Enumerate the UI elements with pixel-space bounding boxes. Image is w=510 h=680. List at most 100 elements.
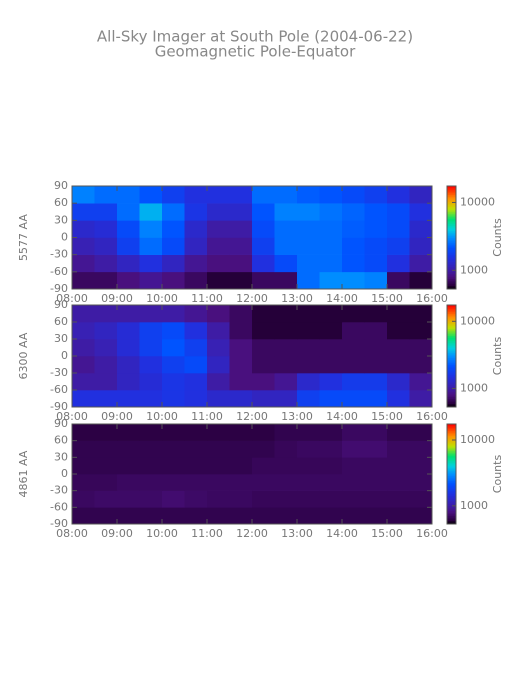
colorbar-segment [447,196,456,199]
y-tick-label: 60 [54,315,68,328]
heatmap-cell [342,356,365,374]
heatmap-cell [139,507,163,525]
heatmap-cell [207,271,230,290]
heatmap-cell [274,474,298,491]
colorbar-segment [447,401,456,404]
heatmap-cell [387,356,410,374]
heatmap-cell [229,440,253,458]
heatmap-cell [72,186,95,204]
heatmap-cell [72,305,95,323]
heatmap-cell [252,271,275,290]
x-tick-label: 09:00 [101,292,133,305]
colorbar-segment [447,507,456,510]
colorbar-segment [447,442,456,445]
colorbar-segment [447,505,456,508]
x-tick-label: 11:00 [191,527,223,540]
x-tick-label: 15:00 [371,410,403,423]
colorbar-segment [447,514,456,517]
x-tick-label: 14:00 [326,292,358,305]
colorbar-segment [447,345,456,348]
colorbar-segment [447,251,456,254]
heatmap-cell [229,322,253,340]
heatmap-cell [162,457,185,475]
heatmap-cell [207,322,230,340]
colorbar-segment [447,454,456,457]
colorbar-segment [447,276,456,280]
heatmap-cell [409,254,433,273]
heatmap-cell [274,186,298,204]
colorbar-segment [447,425,456,428]
colorbar-segment [447,240,456,244]
heatmap-cell [387,186,410,204]
heatmap-cell [94,424,118,441]
colorbar-segment [447,283,456,286]
colorbar-segment [447,344,456,347]
heatmap-cell [94,220,118,238]
heatmap-cell [274,220,298,238]
colorbar-segment [447,497,456,500]
heatmap-cell [207,254,230,273]
heatmap-cell [342,271,365,290]
y-axis-label: 6300 AA [17,332,30,379]
colorbar-segment [447,474,456,477]
colorbar-label: Counts [491,337,504,376]
colorbar-segment [447,350,456,353]
colorbar-segment [447,464,456,467]
colorbar-tick-label: 1000 [460,499,488,512]
heatmap-cell [274,424,298,441]
colorbar-segment [447,247,456,250]
heatmap-cell [387,390,410,408]
heatmap-cell [162,186,185,204]
heatmap-cell [207,490,230,508]
colorbar-segment [447,264,456,268]
heatmap-cell [162,203,185,221]
colorbar-segment [447,383,456,386]
heatmap-cell [364,186,388,204]
heatmap-cell [72,254,95,273]
heatmap-cell [117,254,140,273]
heatmap-cell [409,271,433,290]
heatmap-cell [297,220,320,238]
heatmap-cell [184,203,208,221]
heatmap-cell [184,440,208,458]
colorbar-segment [447,201,456,204]
heatmap-cell [139,254,163,273]
y-tick-label: 30 [54,213,68,226]
heatmap-cell [342,490,365,508]
colorbar-tick-label: 10000 [460,433,495,446]
heatmap-cell [387,440,410,458]
heatmap-cell [387,305,410,323]
colorbar-segment [447,342,456,345]
heatmap-cell [94,339,118,357]
colorbar-segment [447,465,456,468]
heatmap-cell [117,373,140,391]
x-tick-label: 16:00 [416,410,448,423]
colorbar-segment [447,261,456,264]
heatmap-cell [274,457,298,475]
colorbar-segment [447,403,456,406]
heatmap-cell [229,424,253,441]
heatmap-cell [297,254,320,273]
colorbar-segment [447,275,456,278]
heatmap-cell [94,254,118,273]
heatmap-cell [117,237,140,255]
heatmap-cell [207,339,230,357]
heatmap-cell [252,322,275,340]
colorbar-segment [447,427,456,430]
colorbar-segment [447,366,456,369]
heatmap-cell [184,237,208,255]
colorbar-segment [447,484,456,487]
heatmap-cell [409,305,433,323]
heatmap-cell [184,339,208,357]
x-tick-label: 13:00 [281,410,313,423]
heatmap-cell [252,490,275,508]
colorbar-segment [447,396,456,399]
heatmap-cell [409,237,433,255]
colorbar-segment [447,228,456,232]
x-tick-label: 13:00 [281,292,313,305]
heatmap-cell [297,271,320,290]
colorbar-segment [447,258,456,261]
heatmap-cell [364,305,388,323]
heatmap-cell [229,390,253,408]
colorbar-segment [447,213,456,216]
